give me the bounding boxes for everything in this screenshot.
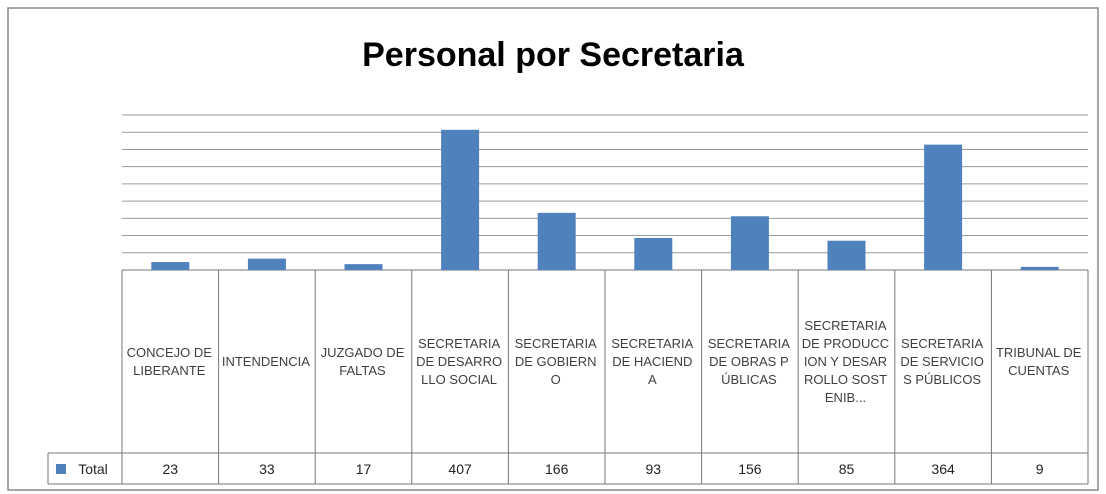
bar xyxy=(1020,266,1059,270)
bar xyxy=(344,264,383,270)
x-tick-label: JUZGADO DE FALTAS xyxy=(320,344,405,378)
bar xyxy=(441,129,480,270)
bar xyxy=(247,258,286,270)
data-label: 364 xyxy=(931,460,955,477)
chart-title: Personal por Secretaria xyxy=(362,36,744,74)
x-tick-label: SECRETARIA DE OBRAS PÚBLICAS xyxy=(707,335,790,387)
x-tick-label: SECRETARIA DE SERVICIOS PÚBLICOS xyxy=(900,335,984,387)
data-label: 407 xyxy=(448,460,472,477)
data-label: 93 xyxy=(645,460,662,477)
data-label: 17 xyxy=(355,460,372,477)
data-label: 85 xyxy=(838,460,855,477)
bar xyxy=(827,240,866,270)
bar xyxy=(634,237,673,270)
data-label: 23 xyxy=(162,460,179,477)
x-tick-label: SECRETARIA DE GOBIERNO xyxy=(514,335,597,387)
x-tick-label: SECRETARIA DE PRODUCCION Y DESARROLLO SO… xyxy=(801,317,890,405)
x-tick-label: TRIBUNAL DE CUENTAS xyxy=(995,344,1082,378)
x-tick-label: INTENDENCIA xyxy=(221,353,310,369)
data-label: 9 xyxy=(1035,460,1044,477)
data-label: 156 xyxy=(738,460,762,477)
data-label: 166 xyxy=(545,460,569,477)
x-tick-label: CONCEJO DELIBERANTE xyxy=(126,344,212,378)
bar xyxy=(537,212,576,270)
legend-key xyxy=(56,464,66,474)
chart-frame xyxy=(7,7,1099,491)
bar xyxy=(151,262,190,270)
legend-label: Total xyxy=(78,460,108,477)
bar xyxy=(924,144,963,270)
data-label: 33 xyxy=(259,460,275,477)
bar xyxy=(730,216,769,270)
x-tick-label: SECRETARIA DE HACIENDA xyxy=(611,335,694,387)
x-tick-label: SECRETARIA DE DESARROLLO SOCIAL xyxy=(416,335,503,387)
